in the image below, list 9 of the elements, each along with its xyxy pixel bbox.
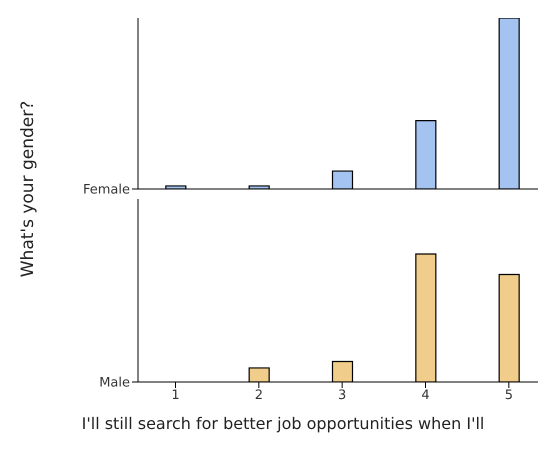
text: What's your gender?	[18, 100, 38, 278]
x-tick-label: 3	[338, 388, 346, 404]
x-tick-label: 4	[421, 388, 430, 404]
text: Male	[99, 376, 130, 391]
x-tick-label: 2	[254, 388, 263, 404]
text: Female	[82, 182, 130, 198]
x-tick-label: 1	[171, 388, 180, 404]
x-axis-title: I'll still search for better job opportunities when I'll	[80, 414, 486, 433]
x-tick-label: 5	[504, 388, 513, 404]
